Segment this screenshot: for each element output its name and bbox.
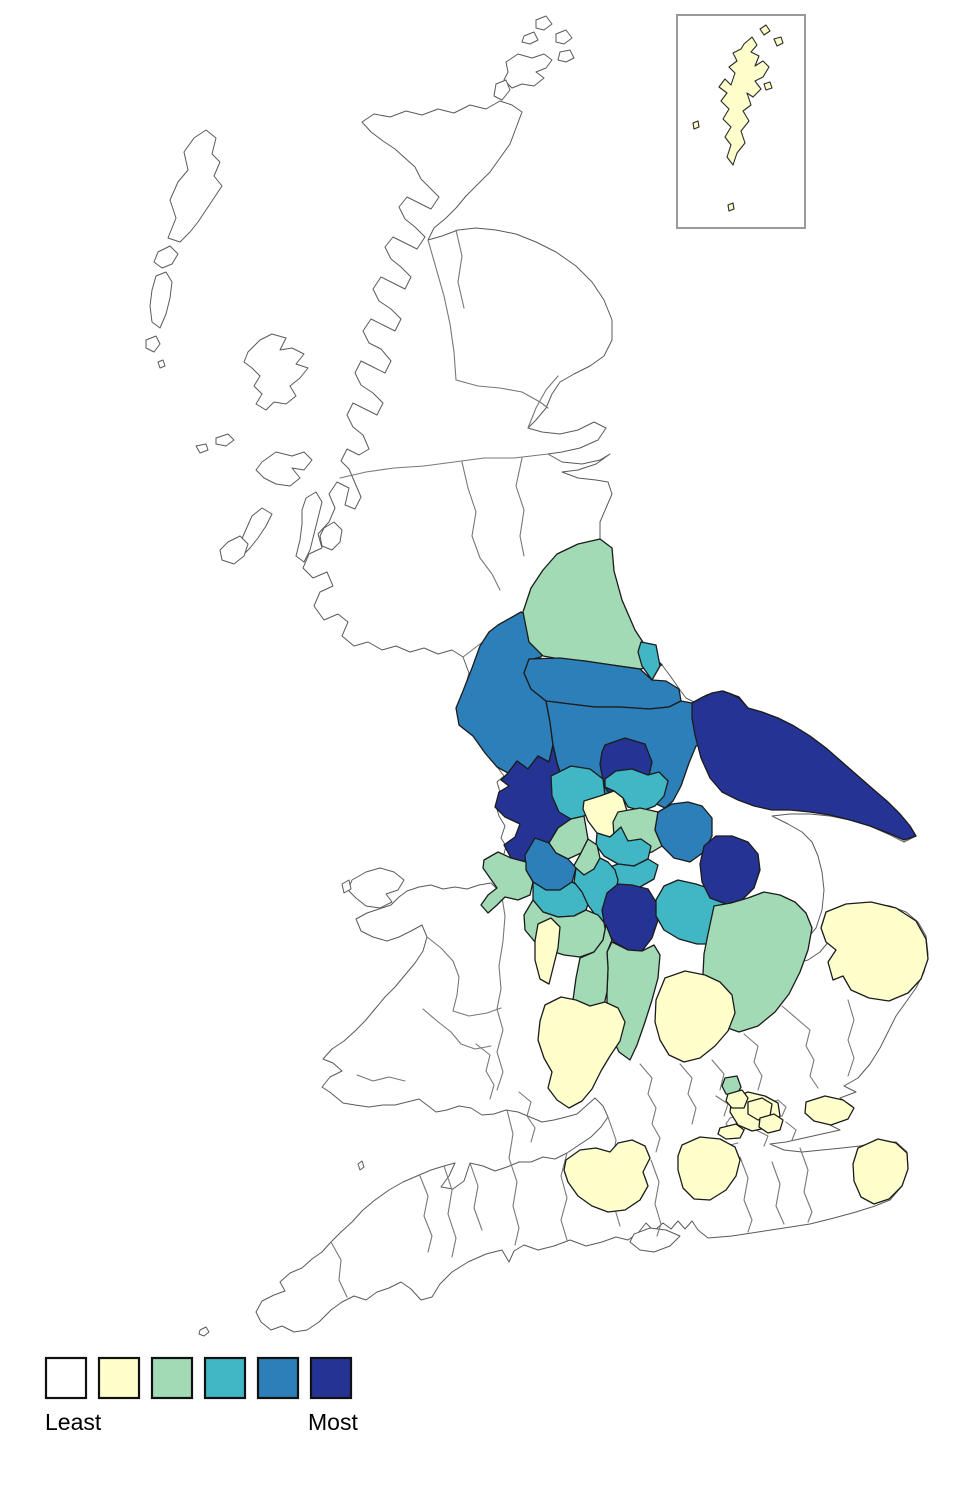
boundary-line [755, 1129, 769, 1147]
boundary-line [452, 1007, 502, 1017]
region-merseyside [480, 851, 534, 914]
choropleth-regions-group [455, 538, 929, 1213]
boundary-line [639, 1063, 661, 1153]
boundary-line [506, 1109, 520, 1246]
region-tyne-and-wear [637, 641, 661, 681]
island-isle-of-wight [629, 1227, 681, 1253]
legend-swatch-6 [309, 1356, 353, 1400]
island-anglesey [347, 867, 405, 909]
boundary-line [527, 375, 559, 429]
boundary-line [560, 1152, 568, 1241]
boundary-line [650, 1159, 662, 1237]
island-orkney-north-1 [535, 15, 553, 31]
island-orkney-north-3 [557, 49, 575, 63]
region-hertfordshire-c [758, 1113, 784, 1134]
island-islay [219, 535, 249, 565]
region-surrey [677, 1136, 741, 1201]
legend-swatch-4 [203, 1356, 247, 1400]
boundary-line [422, 1008, 492, 1050]
boundary-line [339, 453, 549, 479]
island-lewis-harris [167, 129, 223, 243]
region-leeds [595, 826, 652, 867]
island-orkney-north-2 [555, 29, 573, 45]
region-east-kent [852, 1138, 909, 1205]
legend-swatch-1 [44, 1356, 88, 1400]
legend-swatch-5 [256, 1356, 300, 1400]
boundary-line [743, 1033, 763, 1091]
boundary-line [330, 1241, 348, 1298]
boundary-line [781, 1005, 819, 1089]
boundary-line [799, 1147, 813, 1223]
island-coll [195, 443, 209, 454]
boundary-line [469, 1162, 483, 1231]
region-north-east-lincolnshire [699, 835, 761, 905]
region-east-riding-of-yorkshire [691, 690, 917, 841]
legend-least-label: Least [45, 1409, 102, 1435]
legend-swatch-3 [150, 1356, 194, 1400]
region-essex-coast [804, 1095, 855, 1126]
island-scilly [198, 1326, 210, 1337]
boundary-line [679, 1063, 697, 1125]
region-north-shropshire [534, 917, 561, 985]
boundary-line [515, 457, 525, 557]
legend-swatch-2 [97, 1356, 141, 1400]
region-london-west [717, 1123, 745, 1140]
shetland-inset [676, 14, 806, 229]
region-hertfordshire-a [725, 1089, 749, 1109]
island-hoy [493, 79, 511, 101]
island-tiree [215, 433, 235, 447]
island-skye [243, 333, 309, 411]
region-shetland-mainland [718, 36, 770, 166]
island-north-uist [153, 245, 179, 269]
boundary-line [496, 890, 506, 1010]
region-wiltshire [563, 1139, 651, 1213]
legend: Least Most [44, 1356, 358, 1435]
island-arran [319, 521, 343, 551]
region-shetland-yell [759, 24, 771, 36]
boundary-line [443, 1165, 457, 1258]
region-shetland-foula [692, 120, 700, 130]
boundary-line [518, 1091, 536, 1143]
boundary-line [356, 1074, 406, 1082]
island-lundy [357, 1160, 365, 1171]
island-south-uist [149, 271, 173, 329]
boundary-line [711, 1059, 725, 1091]
boundary-line [455, 379, 549, 409]
kintyre-peninsula [295, 491, 323, 563]
boundary-line [455, 229, 465, 309]
island-holy-island [341, 879, 352, 894]
boundary-line [496, 1008, 504, 1091]
island-orkney-north-4 [521, 31, 539, 45]
boundary-line [426, 936, 460, 1012]
boundary-line [739, 1156, 753, 1233]
region-leicestershire [654, 970, 736, 1063]
boundary-line [771, 1161, 785, 1225]
region-shetland-fair-isle [727, 202, 735, 212]
boundary-line [847, 999, 855, 1077]
region-staffordshire [537, 996, 626, 1109]
island-mull [255, 451, 313, 487]
region-shetland-whalsay [763, 81, 773, 91]
island-orkney-mainland [503, 53, 553, 89]
region-shetland-unst [773, 36, 784, 47]
boundary-line [419, 1175, 433, 1253]
boundary-line [427, 239, 457, 381]
island-barra [145, 335, 161, 353]
boundary-line [785, 1121, 797, 1141]
boundary-line [461, 461, 501, 591]
legend-most-label: Most [308, 1409, 358, 1435]
islet-minch [157, 359, 166, 369]
boundary-line [475, 1043, 495, 1100]
region-norfolk [820, 901, 929, 1002]
